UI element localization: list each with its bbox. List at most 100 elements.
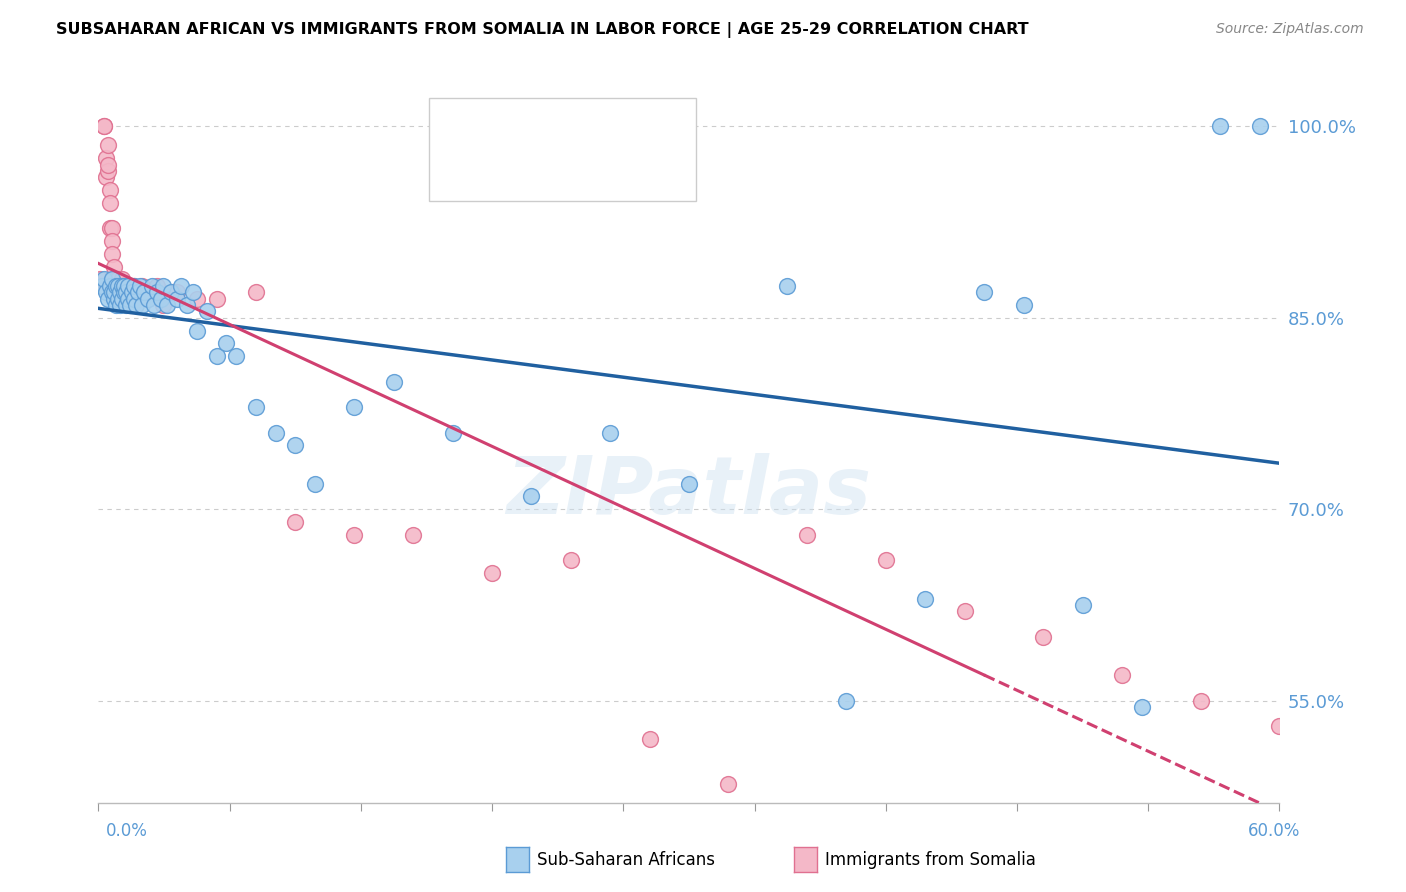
Point <box>105 278 128 293</box>
Point <box>103 285 125 300</box>
Point <box>105 298 128 312</box>
Point <box>91 278 114 293</box>
Point <box>118 285 141 300</box>
Point <box>678 476 700 491</box>
Point <box>101 285 124 300</box>
Point <box>108 285 131 300</box>
Point <box>101 247 124 261</box>
Point <box>111 278 134 293</box>
Point <box>136 292 159 306</box>
Text: ZIPatlas: ZIPatlas <box>506 453 872 531</box>
Point <box>382 375 405 389</box>
Point <box>176 298 198 312</box>
Point <box>796 527 818 541</box>
Point <box>122 292 145 306</box>
Point <box>112 278 135 293</box>
Point <box>776 278 799 293</box>
Text: Sub-Saharan Africans: Sub-Saharan Africans <box>537 851 716 869</box>
Point <box>128 285 150 300</box>
Point <box>117 278 139 293</box>
Point <box>103 278 125 293</box>
Point <box>103 272 125 286</box>
Point <box>122 285 145 300</box>
Point <box>181 285 204 300</box>
Point <box>156 298 179 312</box>
Point <box>101 234 124 248</box>
Point <box>875 553 897 567</box>
Point <box>115 292 138 306</box>
Text: Immigrants from Somalia: Immigrants from Somalia <box>825 851 1036 869</box>
Point <box>98 278 121 293</box>
Point <box>125 285 148 300</box>
Point <box>118 298 141 312</box>
Point <box>98 221 121 235</box>
Point <box>112 285 135 300</box>
Point <box>162 285 184 300</box>
Point <box>1130 700 1153 714</box>
Point <box>105 272 128 286</box>
Point <box>195 304 218 318</box>
Point <box>160 285 183 300</box>
Point <box>150 292 173 306</box>
Point <box>131 278 153 293</box>
Point <box>166 285 188 300</box>
Point <box>127 292 149 306</box>
Point <box>1012 298 1035 312</box>
Point <box>121 298 143 312</box>
Point <box>101 272 124 286</box>
Point <box>105 285 128 300</box>
Point <box>481 566 503 580</box>
Point <box>835 694 858 708</box>
Point <box>131 298 153 312</box>
Text: 0.0%: 0.0% <box>105 822 148 840</box>
Point <box>132 285 155 300</box>
Point <box>98 195 121 210</box>
Point <box>142 298 165 312</box>
Text: SUBSAHARAN AFRICAN VS IMMIGRANTS FROM SOMALIA IN LABOR FORCE | AGE 25-29 CORRELA: SUBSAHARAN AFRICAN VS IMMIGRANTS FROM SO… <box>56 22 1029 38</box>
Point <box>245 285 267 300</box>
Point <box>141 285 163 300</box>
Point <box>111 292 134 306</box>
Point <box>125 298 148 312</box>
Point <box>117 292 139 306</box>
Point <box>112 285 135 300</box>
Point <box>146 278 169 293</box>
Point <box>304 476 326 491</box>
Point <box>560 553 582 567</box>
Point <box>141 278 163 293</box>
Point <box>186 292 208 306</box>
Point <box>93 120 115 134</box>
Point <box>402 527 425 541</box>
Text: R = 0.056   N = 68: R = 0.056 N = 68 <box>472 112 658 132</box>
Point <box>121 285 143 300</box>
Point <box>520 490 543 504</box>
Text: R = 0.071   N = 74: R = 0.071 N = 74 <box>472 153 658 173</box>
Point <box>170 278 193 293</box>
Point <box>118 278 141 293</box>
Point <box>107 292 129 306</box>
Point <box>127 285 149 300</box>
Text: Source: ZipAtlas.com: Source: ZipAtlas.com <box>1216 22 1364 37</box>
Point <box>89 272 111 286</box>
Point <box>98 183 121 197</box>
Point <box>111 272 134 286</box>
Point <box>107 278 129 293</box>
Point <box>205 349 228 363</box>
Point <box>111 285 134 300</box>
Point <box>117 285 139 300</box>
Point <box>717 777 740 791</box>
Point <box>97 138 120 153</box>
Point <box>97 157 120 171</box>
Point <box>1209 120 1232 134</box>
Point <box>284 438 307 452</box>
Point <box>264 425 287 440</box>
Point <box>108 285 131 300</box>
Point <box>1268 719 1291 733</box>
Point <box>343 400 366 414</box>
Point <box>112 292 135 306</box>
Point <box>205 292 228 306</box>
Point <box>215 336 238 351</box>
Point <box>97 164 120 178</box>
Point <box>107 278 129 293</box>
Point <box>136 292 159 306</box>
